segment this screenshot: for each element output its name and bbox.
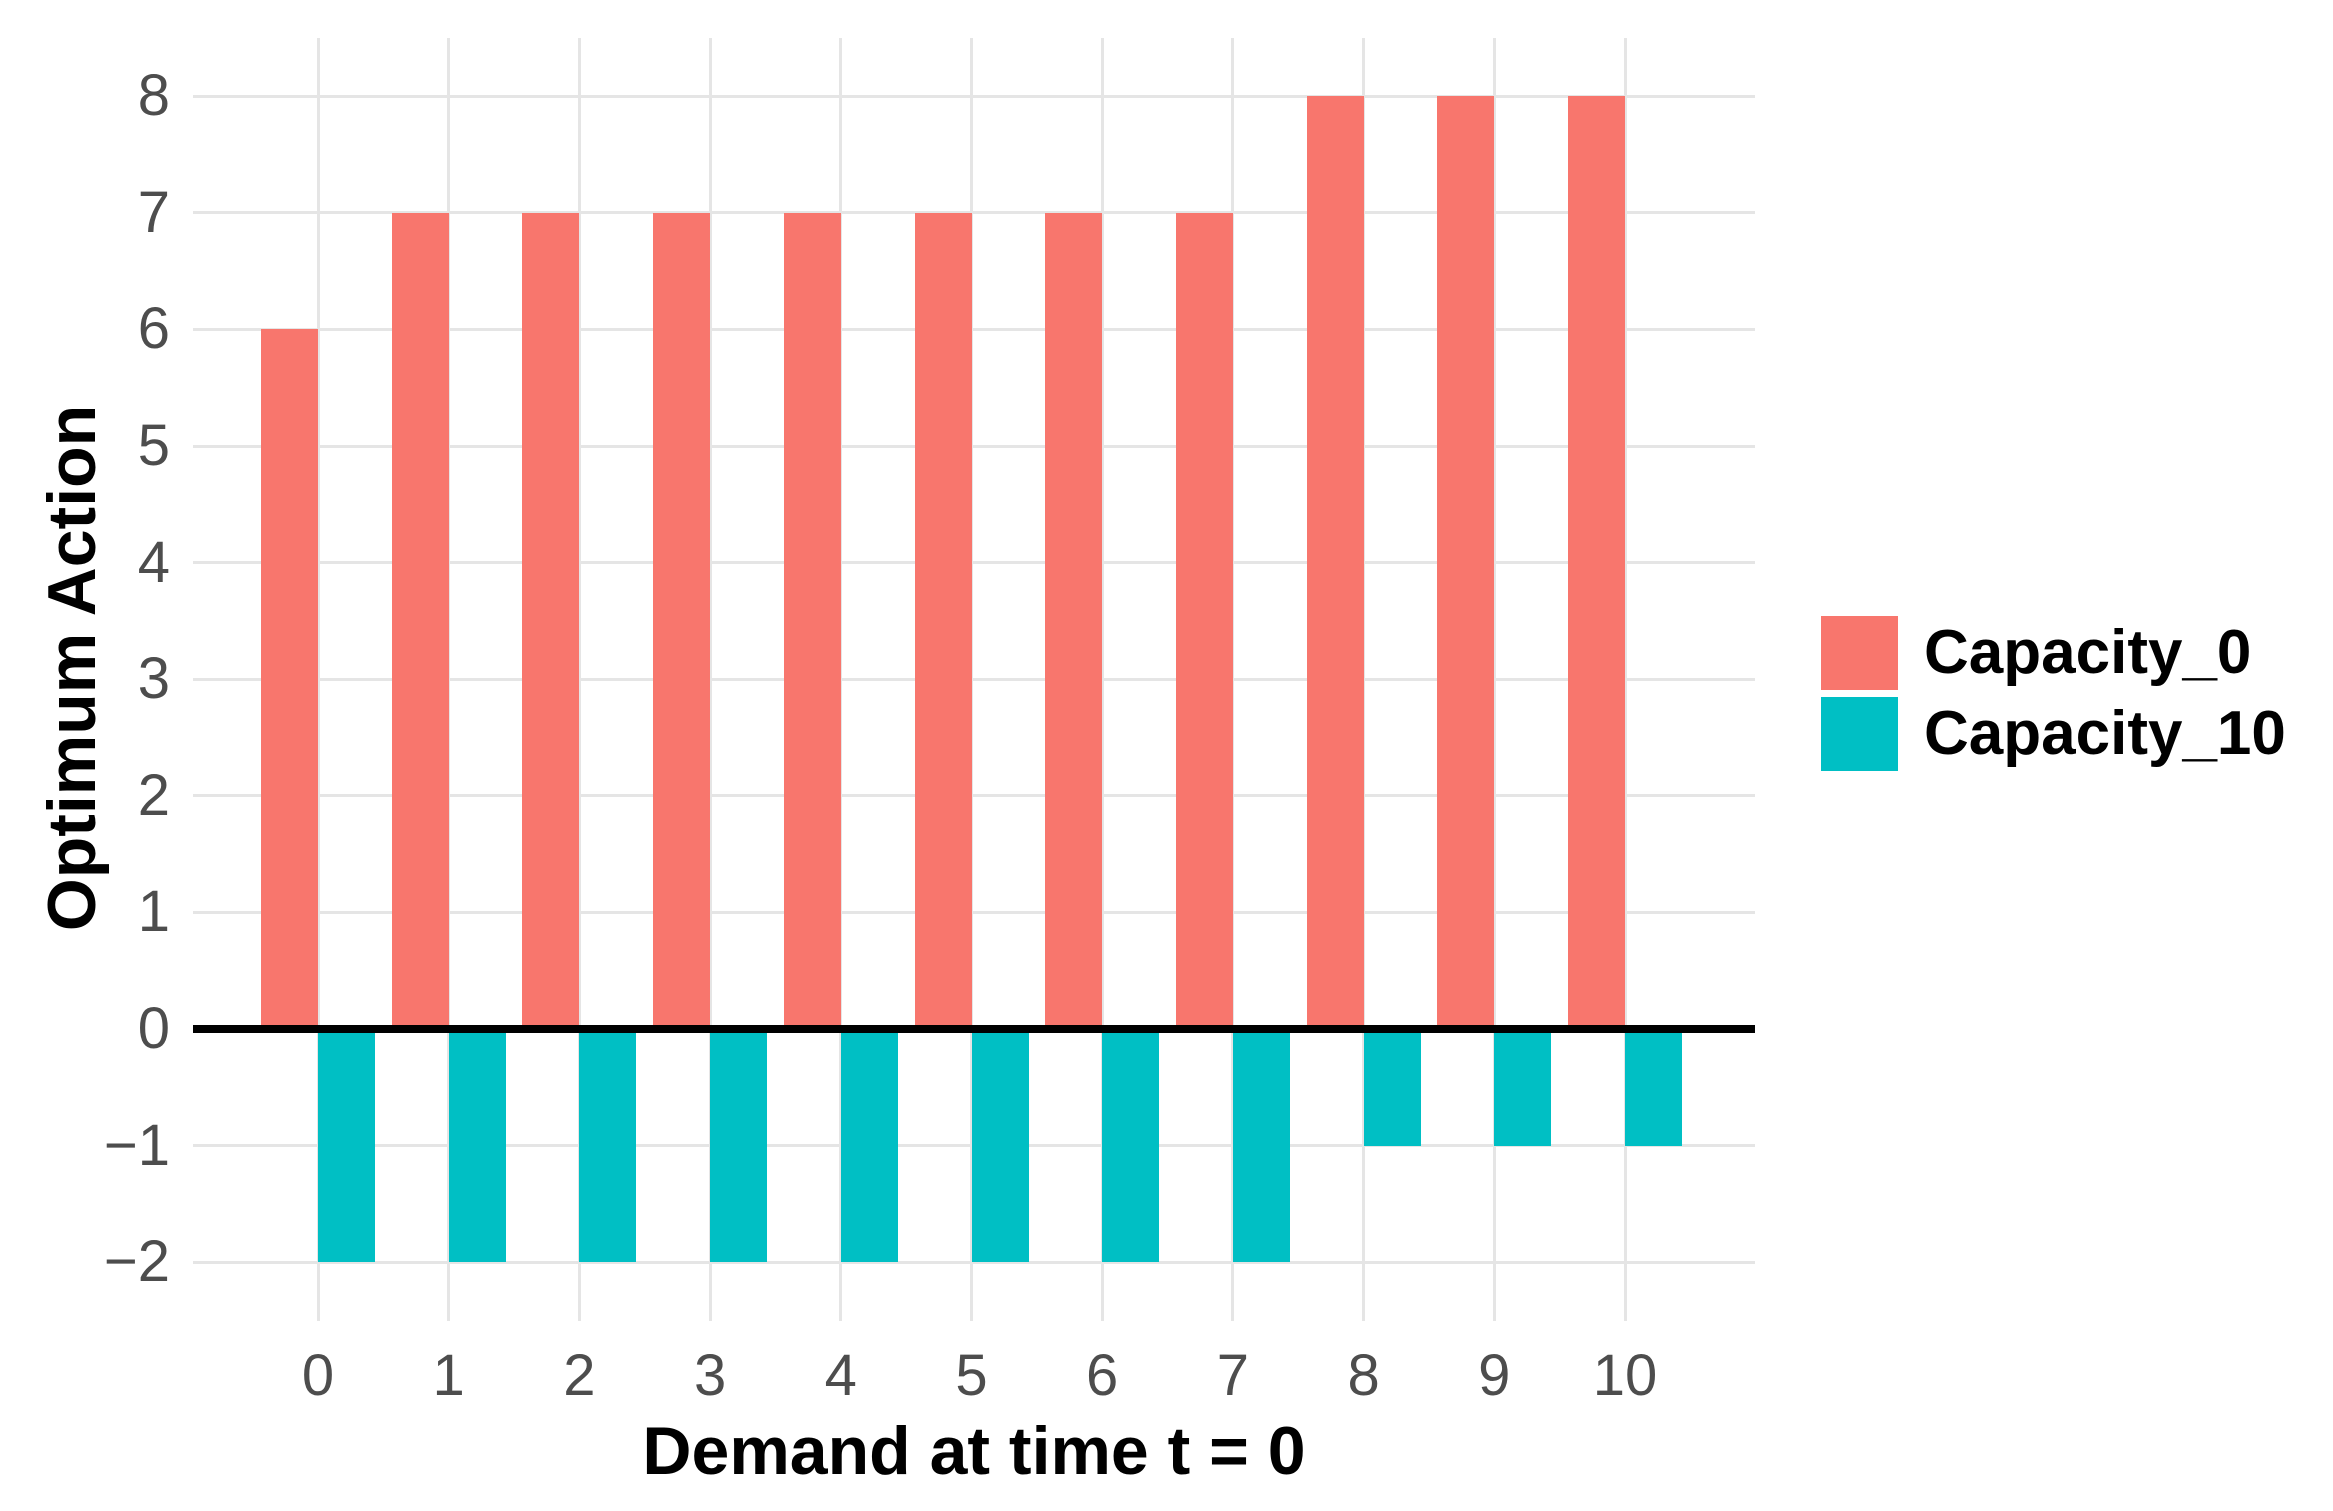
y-tick-label-2: 2: [137, 762, 170, 828]
bar-Capacity_0-x9: [1437, 96, 1495, 1029]
bar-Capacity_0-x7: [1175, 212, 1233, 1029]
gridline-x-0: [316, 38, 320, 1321]
gridline-y-4: [193, 561, 1755, 565]
gridline-y-2: [193, 794, 1755, 798]
legend-label-Capacity_10: Capacity_10: [1924, 699, 2286, 768]
y-tick-label-1: 1: [137, 879, 170, 945]
gridline-x-6: [1100, 38, 1104, 1321]
bar-Capacity_10-x5: [971, 1029, 1029, 1263]
y-tick-label-7: 7: [137, 179, 170, 245]
gridline-x-5: [970, 38, 973, 1321]
gridline-y-1: [193, 910, 1755, 914]
legend-entry-Capacity_10: Capacity_10: [1821, 697, 2286, 771]
bar-Capacity_10-x4: [840, 1029, 898, 1263]
bar-Capacity_10-x0: [318, 1029, 375, 1263]
bar-Capacity_0-x2: [522, 212, 580, 1029]
gridline-y--2: [193, 1260, 1755, 1264]
legend-swatch-Capacity_0: [1821, 616, 1898, 690]
bar-Capacity_10-x10: [1625, 1029, 1682, 1146]
gridline-y-7: [193, 211, 1755, 215]
gridline-x-7: [1231, 38, 1235, 1321]
gridline-x-4: [839, 38, 843, 1321]
gridline-x-9: [1492, 38, 1496, 1321]
bar-Capacity_10-x3: [710, 1029, 768, 1263]
y-tick-label-5: 5: [137, 413, 170, 478]
bar-Capacity_0-x4: [783, 212, 841, 1029]
x-axis-title: Demand at time t = 0: [642, 1413, 1306, 1489]
x-tick-label-8: 8: [1347, 1343, 1380, 1408]
x-tick-label-4: 4: [824, 1343, 857, 1408]
y-tick-label-8: 8: [137, 63, 170, 129]
x-tick-label-3: 3: [693, 1343, 727, 1408]
gridline-x-8: [1362, 38, 1366, 1321]
gridline-y-5: [193, 444, 1755, 448]
y-tick-label-3: 3: [137, 646, 170, 712]
x-tick-label-6: 6: [1086, 1343, 1119, 1408]
y-tick-label-0: 0: [137, 996, 170, 1061]
x-tick-label-9: 9: [1478, 1343, 1511, 1408]
y-tick-label--1: −1: [103, 1112, 170, 1178]
bar-Capacity_0-x10: [1568, 96, 1625, 1029]
gridline-y-6: [193, 327, 1755, 331]
y-tick-label--2: −2: [103, 1229, 170, 1295]
legend-swatch-Capacity_10: [1821, 697, 1898, 771]
bar-Capacity_10-x2: [579, 1029, 637, 1263]
gridline-y-3: [193, 677, 1755, 681]
bar-Capacity_10-x8: [1363, 1029, 1421, 1146]
x-tick-label-5: 5: [955, 1343, 988, 1408]
bar-Capacity_10-x9: [1494, 1029, 1552, 1146]
x-tick-label-10: 10: [1592, 1343, 1658, 1408]
bar-Capacity_0-x5: [914, 212, 972, 1029]
y-axis-title: Optimum Action: [34, 404, 110, 932]
x-tick-label-2: 2: [563, 1343, 596, 1408]
bar-Capacity_0-x1: [391, 212, 449, 1029]
gridline-x-2: [577, 38, 581, 1321]
x-tick-label-1: 1: [432, 1343, 465, 1408]
gridline-x-1: [447, 38, 451, 1321]
y-tick-label-6: 6: [137, 296, 170, 362]
legend-label-Capacity_0: Capacity_0: [1924, 618, 2252, 687]
x-tick-label-7: 7: [1216, 1343, 1250, 1408]
bar-Capacity_0-x8: [1306, 96, 1364, 1029]
x-tick-label-0: 0: [301, 1343, 335, 1408]
bar-Capacity_0-x0: [261, 329, 318, 1029]
bar-Capacity_10-x6: [1102, 1029, 1160, 1263]
gridline-x-3: [708, 38, 712, 1321]
bar-Capacity_10-x1: [448, 1029, 506, 1263]
zero-baseline: [193, 1025, 1755, 1033]
legend: Capacity_0 Capacity_10: [1821, 616, 2286, 771]
bar-Capacity_10-x7: [1232, 1029, 1290, 1263]
gridline-y-8: [193, 94, 1755, 98]
legend-entry-Capacity_0: Capacity_0: [1821, 616, 2286, 690]
bar-Capacity_0-x6: [1045, 212, 1103, 1029]
gridline-x-10: [1623, 38, 1627, 1321]
y-tick-label-4: 4: [137, 529, 170, 595]
bar-Capacity_0-x3: [653, 212, 711, 1029]
